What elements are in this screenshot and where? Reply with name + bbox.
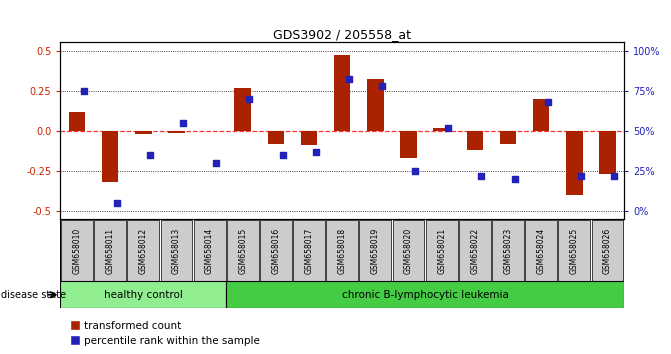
FancyBboxPatch shape [226, 281, 624, 308]
Text: GSM658014: GSM658014 [205, 227, 214, 274]
FancyBboxPatch shape [260, 220, 292, 281]
Point [277, 152, 288, 158]
Text: GSM658022: GSM658022 [470, 227, 479, 274]
Bar [367, 80, 384, 131]
Text: GSM658016: GSM658016 [271, 227, 280, 274]
Text: chronic B-lymphocytic leukemia: chronic B-lymphocytic leukemia [342, 290, 509, 300]
Title: GDS3902 / 205558_at: GDS3902 / 205558_at [273, 28, 411, 41]
FancyBboxPatch shape [360, 220, 391, 281]
Point [310, 149, 321, 155]
Bar [234, 87, 251, 131]
Point [410, 169, 421, 174]
FancyBboxPatch shape [459, 220, 491, 281]
Point [79, 88, 89, 93]
Point [576, 173, 586, 179]
Point [344, 77, 354, 82]
Text: GSM658013: GSM658013 [172, 227, 181, 274]
Text: healthy control: healthy control [104, 290, 183, 300]
Point [443, 125, 454, 131]
Bar [168, 131, 185, 133]
Point [509, 176, 520, 182]
Point [376, 83, 387, 89]
Text: GSM658023: GSM658023 [503, 227, 513, 274]
Text: GSM658020: GSM658020 [404, 227, 413, 274]
FancyBboxPatch shape [592, 220, 623, 281]
Point [542, 99, 553, 105]
Bar [433, 128, 450, 131]
Bar [466, 131, 483, 150]
Text: disease state: disease state [1, 290, 66, 300]
Text: GSM658010: GSM658010 [72, 227, 81, 274]
Point [178, 120, 189, 126]
Bar [500, 131, 516, 144]
FancyBboxPatch shape [492, 220, 524, 281]
FancyBboxPatch shape [127, 220, 159, 281]
Bar [334, 55, 350, 131]
Text: GSM658026: GSM658026 [603, 227, 612, 274]
Text: GSM658017: GSM658017 [305, 227, 313, 274]
Point [211, 160, 221, 166]
FancyBboxPatch shape [194, 220, 225, 281]
Text: GSM658015: GSM658015 [238, 227, 247, 274]
FancyBboxPatch shape [61, 220, 93, 281]
Text: GSM658025: GSM658025 [570, 227, 579, 274]
Bar [566, 131, 582, 195]
Bar [400, 131, 417, 158]
FancyBboxPatch shape [160, 220, 193, 281]
Bar [268, 131, 285, 144]
Bar [533, 99, 550, 131]
Text: GSM658019: GSM658019 [371, 227, 380, 274]
Text: GSM658018: GSM658018 [338, 227, 347, 274]
Text: GSM658024: GSM658024 [537, 227, 546, 274]
Point [244, 96, 255, 102]
Point [111, 201, 122, 206]
Bar [102, 131, 118, 182]
FancyBboxPatch shape [326, 220, 358, 281]
Bar [599, 131, 616, 175]
Legend: transformed count, percentile rank within the sample: transformed count, percentile rank withi… [66, 317, 264, 350]
Text: GSM658012: GSM658012 [139, 227, 148, 274]
Point [609, 173, 619, 179]
FancyBboxPatch shape [426, 220, 458, 281]
Text: GSM658011: GSM658011 [105, 227, 115, 274]
Point [144, 152, 155, 158]
Bar [301, 131, 317, 145]
Bar [68, 112, 85, 131]
FancyBboxPatch shape [60, 281, 226, 308]
FancyBboxPatch shape [558, 220, 590, 281]
FancyBboxPatch shape [525, 220, 557, 281]
Text: GSM658021: GSM658021 [437, 227, 446, 274]
FancyBboxPatch shape [227, 220, 258, 281]
FancyBboxPatch shape [94, 220, 126, 281]
Point [476, 173, 487, 179]
FancyBboxPatch shape [293, 220, 325, 281]
FancyBboxPatch shape [393, 220, 425, 281]
Bar [135, 131, 152, 134]
